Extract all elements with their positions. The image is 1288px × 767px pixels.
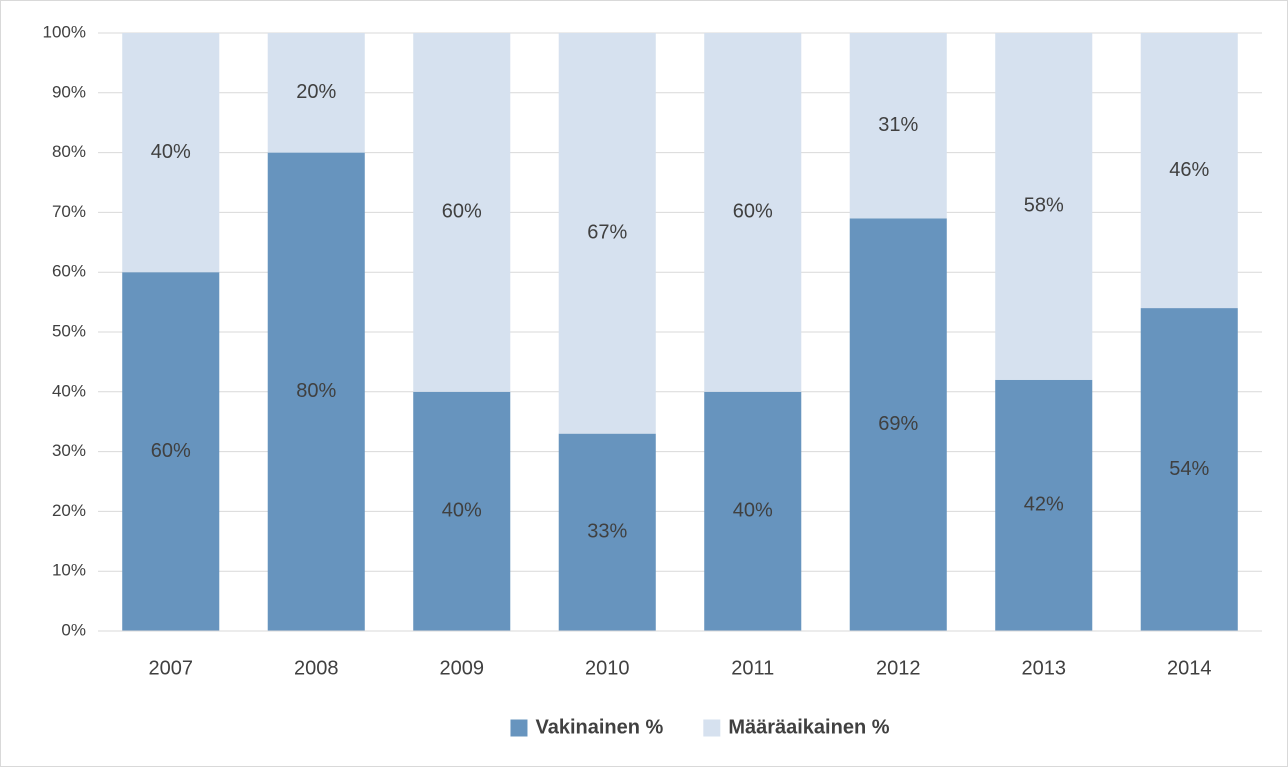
bar-segment — [1140, 33, 1238, 309]
data-label: 33% — [587, 521, 627, 543]
y-tick-label: 0% — [61, 620, 86, 639]
bar-segment — [122, 33, 220, 273]
data-label: 60% — [733, 201, 773, 223]
bar-segment — [995, 33, 1093, 380]
legend-swatch — [703, 719, 721, 737]
data-label: 40% — [442, 500, 482, 522]
legend-label: Määräaikainen % — [728, 716, 889, 738]
data-label: 40% — [151, 141, 191, 163]
data-label: 20% — [296, 81, 336, 103]
x-tick-label: 2009 — [440, 657, 485, 679]
bar-segment — [1140, 308, 1238, 631]
data-label: 80% — [296, 380, 336, 402]
x-tick-label: 2010 — [585, 657, 630, 679]
data-label: 31% — [878, 114, 918, 136]
bar-segment — [704, 33, 802, 392]
data-label: 60% — [151, 440, 191, 462]
bar-segment — [122, 272, 220, 631]
x-tick-label: 2012 — [876, 657, 921, 679]
data-label: 69% — [878, 413, 918, 435]
y-tick-label: 80% — [52, 142, 86, 161]
bar-segment — [704, 391, 802, 631]
y-tick-label: 70% — [52, 202, 86, 221]
data-label: 42% — [1024, 494, 1064, 516]
y-tick-label: 60% — [52, 262, 86, 281]
y-tick-label: 100% — [43, 22, 86, 41]
x-tick-label: 2008 — [294, 657, 339, 679]
bar-segment — [413, 33, 511, 392]
y-tick-label: 10% — [52, 561, 86, 580]
x-tick-label: 2014 — [1167, 657, 1212, 679]
x-tick-label: 2011 — [731, 657, 774, 679]
x-tick-label: 2007 — [149, 657, 194, 679]
bar-segment — [849, 33, 947, 219]
x-tick-label: 2013 — [1022, 657, 1067, 679]
bar-segment — [267, 33, 365, 153]
y-tick-label: 90% — [52, 82, 86, 101]
bar-segment — [413, 391, 511, 631]
bar-segment — [558, 33, 656, 434]
data-label: 46% — [1169, 159, 1209, 181]
bar-segment — [995, 379, 1093, 631]
data-label: 58% — [1024, 195, 1064, 217]
y-tick-label: 20% — [52, 501, 86, 520]
y-tick-label: 40% — [52, 381, 86, 400]
data-label: 40% — [733, 500, 773, 522]
bar-segment — [558, 433, 656, 631]
legend-swatch — [510, 719, 528, 737]
y-tick-label: 50% — [52, 321, 86, 340]
data-label: 54% — [1169, 458, 1209, 480]
bar-segment — [849, 218, 947, 631]
data-label: 60% — [442, 201, 482, 223]
legend-label: Vakinainen % — [535, 716, 663, 738]
data-label: 67% — [587, 222, 627, 244]
bar-segment — [267, 152, 365, 631]
y-tick-label: 30% — [52, 441, 86, 460]
